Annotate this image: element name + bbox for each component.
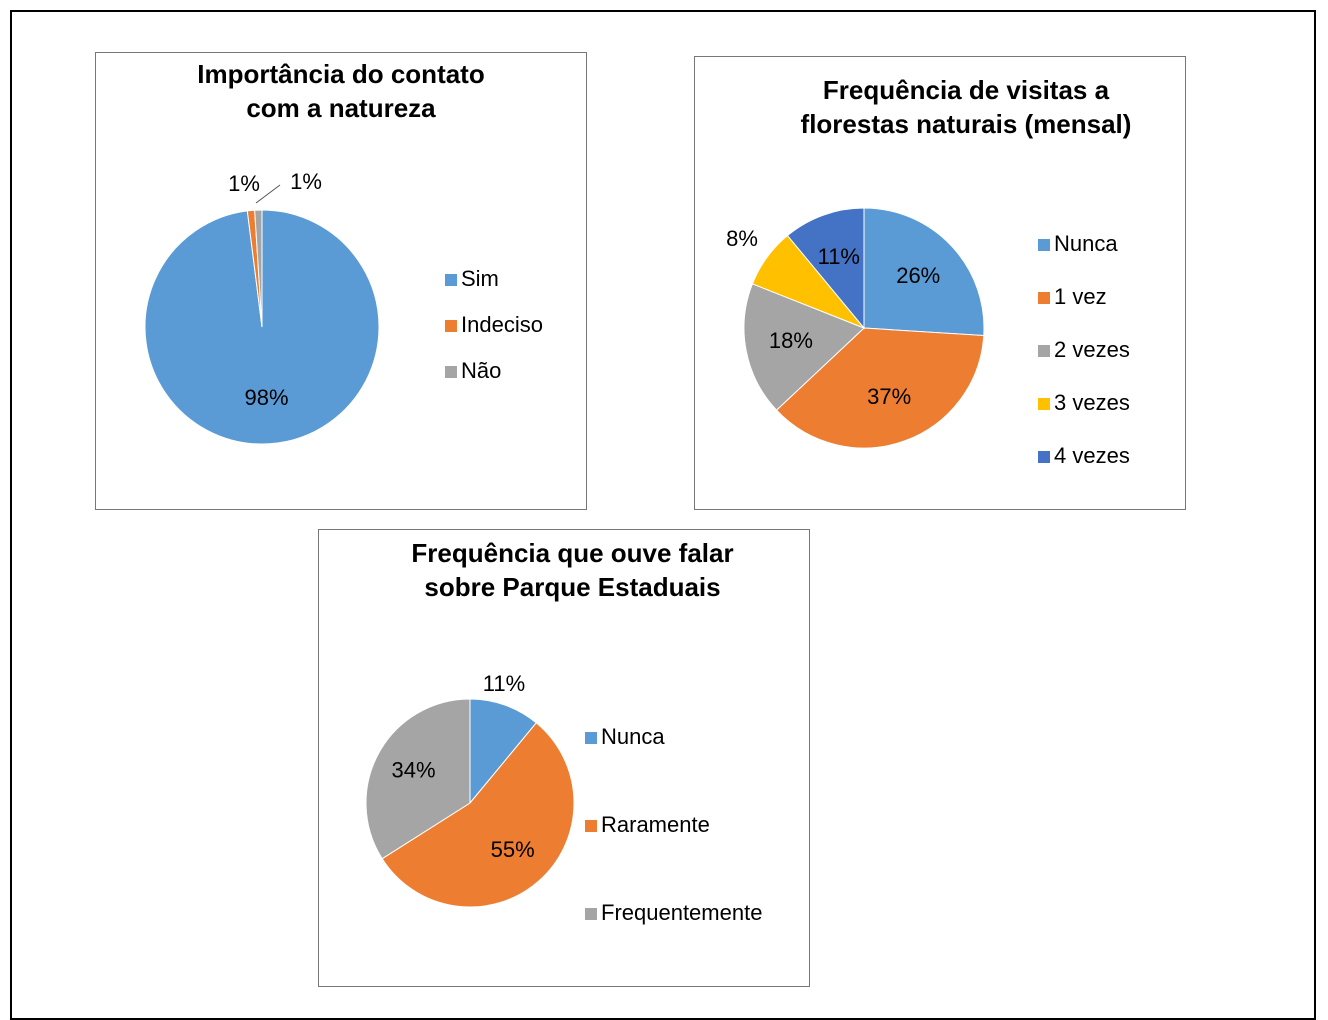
legend-swatch <box>1038 239 1050 251</box>
legend-swatch <box>1038 451 1050 463</box>
legend-label: Não <box>461 358 501 383</box>
legend-label: Nunca <box>1054 231 1118 256</box>
legend-swatch <box>1038 398 1050 410</box>
leader-line <box>255 184 281 204</box>
pie-slice <box>254 209 263 328</box>
data-label: 1% <box>290 169 322 194</box>
legend-label: Raramente <box>601 812 710 837</box>
pie-slice <box>743 283 865 411</box>
legend-label: 1 vez <box>1054 284 1107 309</box>
pie-slice <box>775 327 985 449</box>
legend-swatch <box>1038 292 1050 304</box>
legend-swatch <box>585 732 597 744</box>
data-label: 11% <box>483 671 525 696</box>
legend-swatch <box>585 908 597 920</box>
data-label: 55% <box>491 837 535 862</box>
legend-label: Sim <box>461 266 499 291</box>
data-label: 37% <box>867 384 911 409</box>
data-label: 18% <box>769 328 813 353</box>
legend-swatch <box>445 366 457 378</box>
chart-title: Importância do contato com a natureza <box>197 59 485 123</box>
chart-title: Frequência de visitas a florestas natura… <box>800 75 1132 139</box>
data-label: 26% <box>896 263 940 288</box>
legend-label: Frequentemente <box>601 900 762 925</box>
pie-slice <box>365 698 471 860</box>
legend-swatch <box>445 274 457 286</box>
data-label: 8% <box>726 226 758 251</box>
legend-swatch <box>1038 345 1050 357</box>
data-label: 98% <box>245 385 289 410</box>
legend-swatch <box>585 820 597 832</box>
data-label: 11% <box>818 244 860 269</box>
chart-title: Frequência que ouve falar sobre Parque E… <box>411 538 734 602</box>
pie-slice <box>469 698 537 805</box>
legend-label: Nunca <box>601 724 665 749</box>
legend-label: 2 vezes <box>1054 337 1130 362</box>
data-label: 1% <box>228 171 260 196</box>
legend-label: 4 vezes <box>1054 443 1130 468</box>
pie-slice <box>381 722 575 908</box>
legend-label: 3 vezes <box>1054 390 1130 415</box>
legend-label: Indeciso <box>461 312 543 337</box>
data-label: 34% <box>391 758 435 783</box>
pie-slice <box>786 207 865 330</box>
legend-swatch <box>445 320 457 332</box>
pie-slice <box>863 207 985 337</box>
